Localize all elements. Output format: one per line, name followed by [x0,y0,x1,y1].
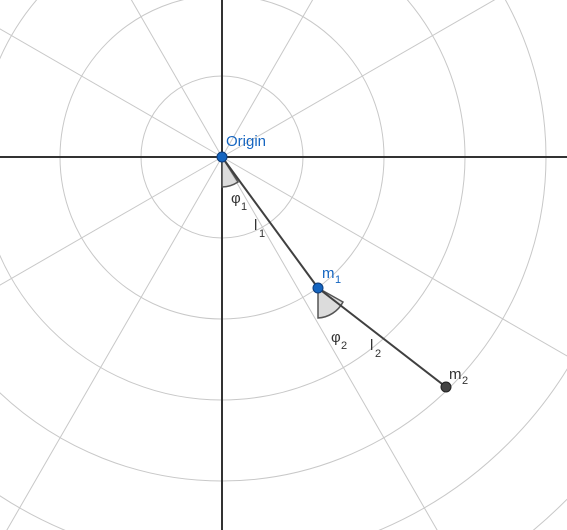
origin-point[interactable] [216,151,228,163]
l1-label-sub: 1 [259,228,265,240]
phi2-label-base: φ [331,329,341,346]
rod-l1 [221,156,319,289]
rod-l2 [317,287,447,388]
grid-spoke-30 [221,0,496,158]
angle-phi2-marker [317,286,345,319]
m1-label-base: m [322,265,335,282]
angle-phi1-marker [221,154,240,188]
grid-spoke-300 [221,156,438,530]
grid-spoke-150 [0,28,223,158]
grid-spoke-60 [221,0,314,158]
grid-spoke-330 [221,156,567,357]
l1-label: l 1 [254,217,265,240]
phi1-label-sub: 1 [241,201,247,213]
phi1-label-base: φ [231,190,241,207]
grid-spoke-240 [6,156,223,530]
m2-label-base: m [449,366,462,383]
m1-label: m 1 [322,265,341,286]
origin-label: Origin [226,133,266,150]
grid-ring-4 [0,0,547,482]
l2-label: l 2 [370,337,381,360]
phi1-label: φ 1 [231,190,247,213]
m1-point[interactable] [312,282,324,294]
l2-label-sub: 2 [375,348,381,360]
phi2-label: φ 2 [331,329,347,352]
phi2-label-sub: 2 [341,340,347,352]
m2-label: m 2 [449,366,468,387]
m2-label-sub: 2 [462,375,468,387]
l1-label-base: l [254,217,257,234]
l2-label-base: l [370,337,373,354]
grid-spoke-210 [0,156,223,286]
grid-spoke-120 [130,0,223,158]
m2-point[interactable] [440,381,452,393]
m1-label-sub: 1 [335,274,341,286]
